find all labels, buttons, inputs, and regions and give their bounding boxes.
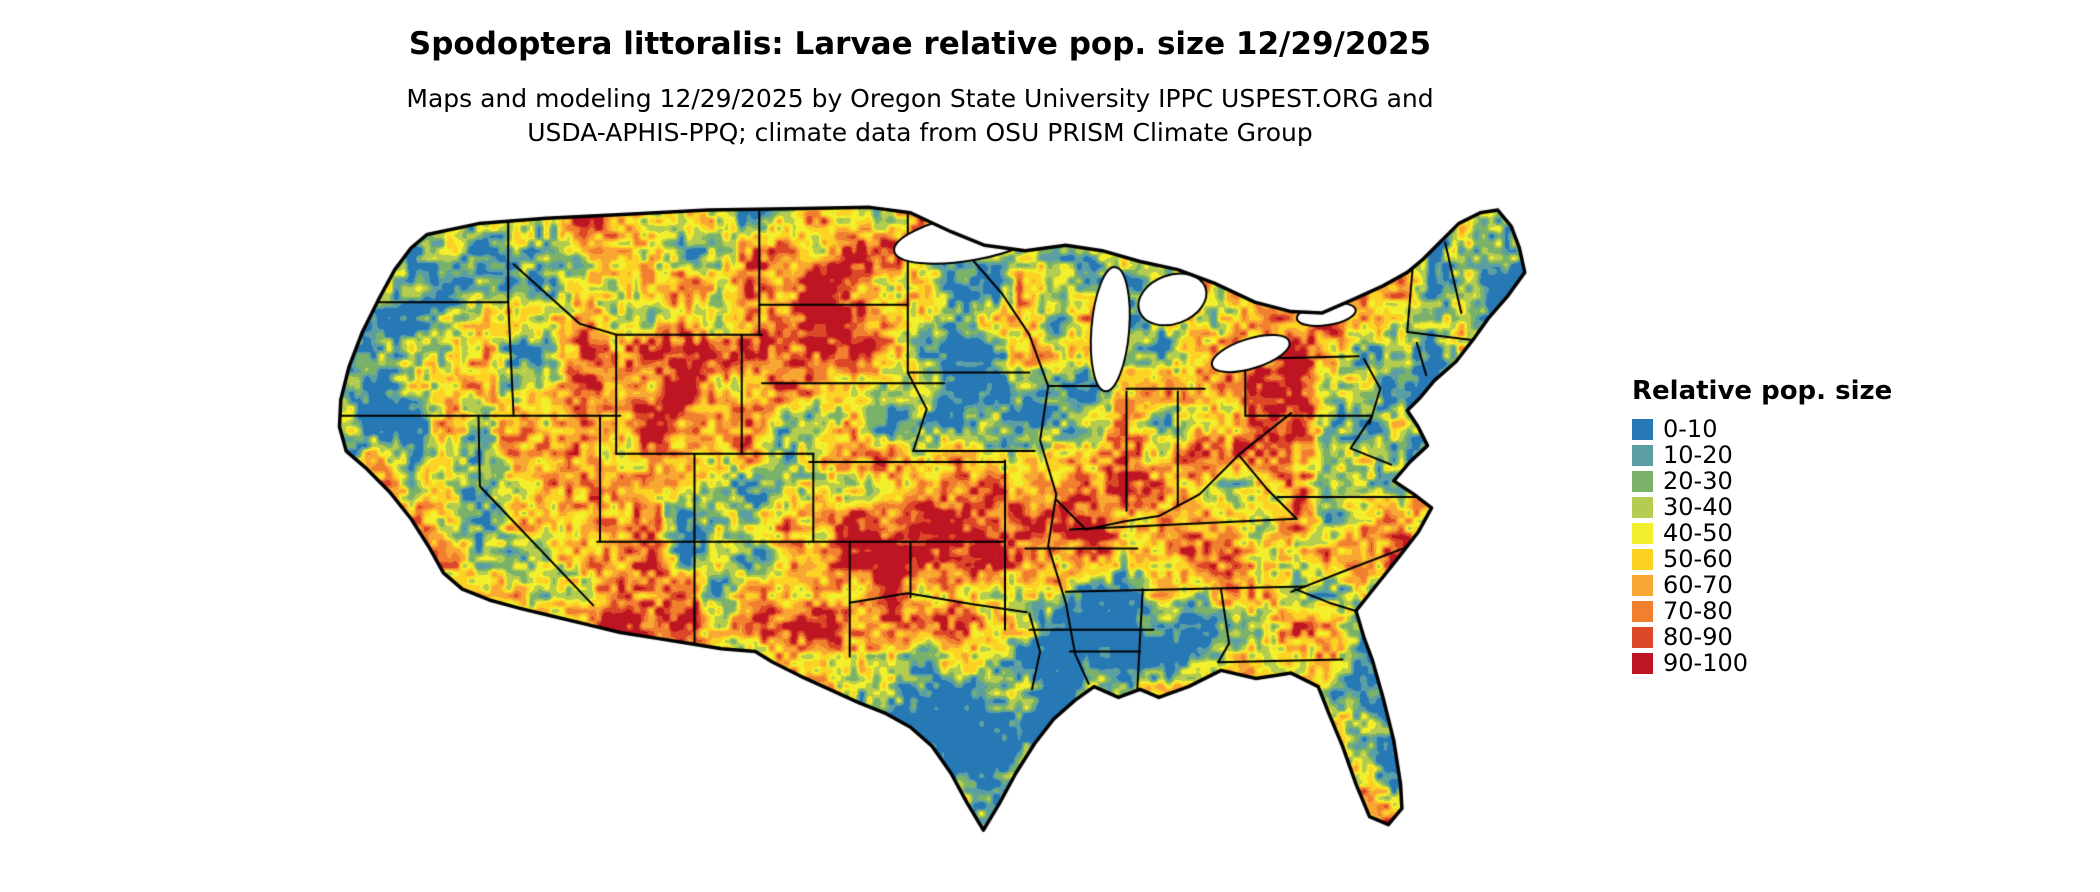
legend-swatch	[1632, 522, 1653, 544]
legend-row: 80-90	[1632, 624, 1892, 650]
legend-row: 60-70	[1632, 572, 1892, 598]
legend-row: 30-40	[1632, 494, 1892, 520]
subtitle-line-2: USDA-APHIS-PPQ; climate data from OSU PR…	[527, 118, 1313, 147]
legend-label: 60-70	[1663, 571, 1733, 599]
legend-label: 30-40	[1663, 493, 1733, 521]
legend-row: 20-30	[1632, 468, 1892, 494]
legend-row: 0-10	[1632, 416, 1892, 442]
legend-label: 70-80	[1663, 597, 1733, 625]
legend-title: Relative pop. size	[1632, 376, 1893, 406]
legend-swatch	[1632, 444, 1653, 466]
legend-label: 90-100	[1663, 649, 1749, 677]
page-subtitle: Maps and modeling 12/29/2025 by Oregon S…	[0, 82, 1840, 150]
legend-swatch	[1632, 652, 1653, 674]
legend-swatch	[1632, 548, 1653, 570]
legend-label: 50-60	[1663, 545, 1733, 573]
legend-swatch	[1632, 600, 1653, 622]
legend-row: 50-60	[1632, 546, 1892, 572]
subtitle-line-1: Maps and modeling 12/29/2025 by Oregon S…	[406, 84, 1434, 113]
legend-label: 20-30	[1663, 467, 1733, 495]
map-legend: Relative pop. size 0-10 10-20 20-30 30-4…	[1632, 376, 1892, 676]
legend-label: 0-10	[1663, 415, 1718, 443]
legend-row: 90-100	[1632, 650, 1892, 676]
legend-row: 40-50	[1632, 520, 1892, 546]
legend-label: 80-90	[1663, 623, 1733, 651]
legend-swatch	[1632, 574, 1653, 596]
legend-row: 10-20	[1632, 442, 1892, 468]
legend-row: 70-80	[1632, 598, 1892, 624]
page-title: Spodoptera littoralis: Larvae relative p…	[408, 26, 1432, 62]
legend-label: 40-50	[1663, 519, 1733, 547]
legend-swatch	[1632, 496, 1653, 518]
legend-swatch	[1632, 626, 1653, 648]
legend-swatch	[1632, 470, 1653, 492]
us-population-map	[276, 183, 1572, 887]
legend-swatch	[1632, 418, 1653, 440]
legend-label: 10-20	[1663, 441, 1733, 469]
